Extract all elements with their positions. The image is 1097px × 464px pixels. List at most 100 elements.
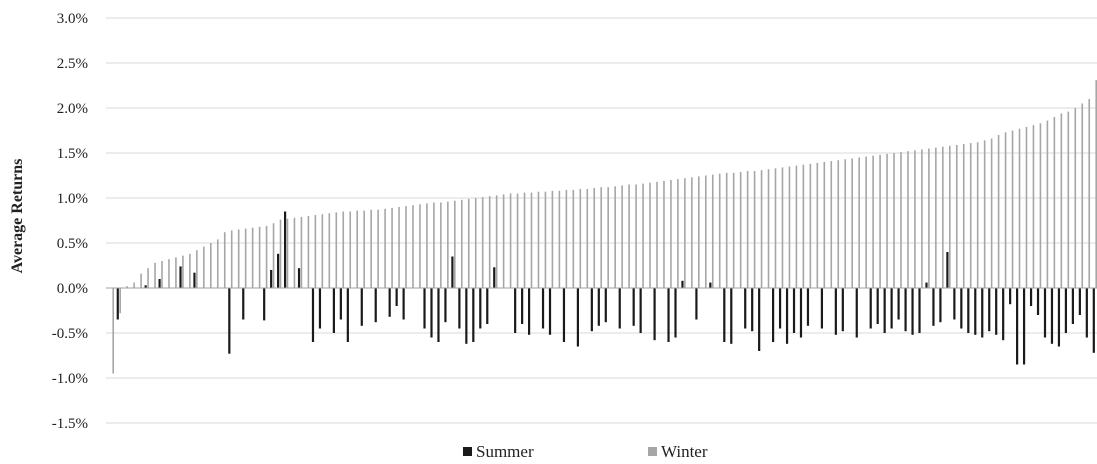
winter-bar [614, 186, 616, 288]
summer-bar [785, 288, 789, 344]
summer-bar [158, 279, 161, 288]
summer-bar [960, 288, 963, 329]
summer-bar [695, 288, 698, 320]
summer-bar [1043, 288, 1047, 338]
winter-bar [872, 155, 874, 288]
summer-bar [744, 288, 747, 329]
winter-bar [419, 204, 421, 288]
winter-bar [928, 148, 930, 288]
winter-bar [879, 154, 881, 288]
y-tick-label: 2.0% [57, 101, 88, 117]
winter-bar [119, 288, 121, 314]
y-axis-ticks: -1.5% -1.0% -0.5% 0.0% 0.5% 1.0% 1.5% 2.0% 2.5% 3… [52, 11, 88, 432]
summer-bar [318, 288, 322, 329]
summer-bar [576, 288, 579, 347]
winter-bar [844, 159, 847, 288]
winter-bar [781, 167, 784, 288]
winter-bar [398, 207, 400, 288]
winter-bar [1032, 125, 1035, 288]
winter-bar [907, 151, 909, 288]
y-tick-label: -1.5% [52, 416, 88, 432]
winter-bar [314, 215, 317, 288]
winter-bar [523, 192, 526, 288]
winter-bar [691, 177, 693, 288]
winter-bar [1025, 126, 1028, 289]
summer-bar [479, 288, 482, 329]
winter-bar [370, 209, 372, 288]
summer-bar [521, 288, 524, 324]
summer-bar [179, 266, 182, 288]
winter-bar [663, 180, 665, 288]
winter-bar [133, 282, 135, 288]
winter-bar [474, 198, 477, 288]
winter-bar [579, 189, 582, 288]
summer-bar [778, 288, 782, 329]
winter-bar [140, 273, 142, 288]
summer-bar [883, 288, 886, 333]
summer-bar [1050, 288, 1054, 344]
winter-bar [300, 216, 303, 288]
summer-bar [869, 288, 872, 329]
winter-bar [949, 145, 951, 288]
winter-bar [1095, 80, 1097, 288]
y-tick-label: 1.5% [57, 146, 88, 162]
y-tick-label: 2.5% [57, 56, 88, 72]
winter-bar [1088, 99, 1091, 288]
winter-bar [426, 203, 428, 288]
bars [112, 80, 1097, 374]
summer-bar [444, 288, 447, 323]
winter-bar [189, 253, 191, 288]
winter-bar [1074, 108, 1077, 288]
winter-bar [670, 180, 672, 288]
summer-bar [493, 267, 496, 288]
winter-bar [216, 239, 219, 288]
summer-bar [995, 288, 998, 335]
summer-bar [451, 256, 454, 288]
winter-bar [279, 219, 282, 288]
summer-bar [967, 288, 970, 333]
y-tick-label: 0.5% [57, 236, 88, 252]
summer-bar [632, 288, 635, 326]
summer-bar [932, 288, 935, 326]
summer-bar [1092, 288, 1095, 353]
summer-bar [925, 282, 928, 288]
y-axis-title: Average Returns [9, 159, 26, 274]
winter-bar [509, 193, 512, 288]
winter-bar [391, 207, 393, 288]
summer-bar [855, 288, 858, 338]
summer-bar [1002, 288, 1005, 341]
winter-bar [495, 195, 498, 288]
y-tick-label: 3.0% [57, 11, 88, 27]
y-tick-label: 1.0% [57, 191, 88, 207]
summer-bar [988, 288, 991, 332]
summer-bar [528, 288, 531, 335]
winter-bar [147, 268, 149, 288]
winter-bar [698, 176, 700, 288]
summer-bar [283, 211, 287, 288]
winter-bar [405, 206, 407, 288]
winter-bar [1018, 128, 1021, 288]
summer-bar [402, 288, 405, 320]
winter-bar [753, 171, 756, 288]
winter-bar [293, 217, 296, 288]
summer-bar [758, 288, 761, 351]
summer-bar [346, 288, 349, 342]
summer-bar [263, 288, 266, 321]
summer-bar [388, 288, 391, 317]
summer-bar [918, 288, 921, 333]
summer-bar [423, 288, 426, 329]
winter-bar [530, 192, 533, 288]
winter-bar [433, 202, 435, 288]
summer-bar [1071, 288, 1074, 324]
winter-bar [558, 190, 561, 288]
winter-bar [335, 212, 338, 288]
summer-bar [1085, 288, 1088, 338]
winter-bar [851, 158, 853, 288]
winter-bar [481, 197, 484, 288]
winter-bar [460, 199, 463, 288]
summer-bar [1022, 288, 1026, 365]
summer-bar [911, 288, 914, 335]
winter-bar [942, 146, 944, 288]
winter-bar [816, 162, 819, 288]
